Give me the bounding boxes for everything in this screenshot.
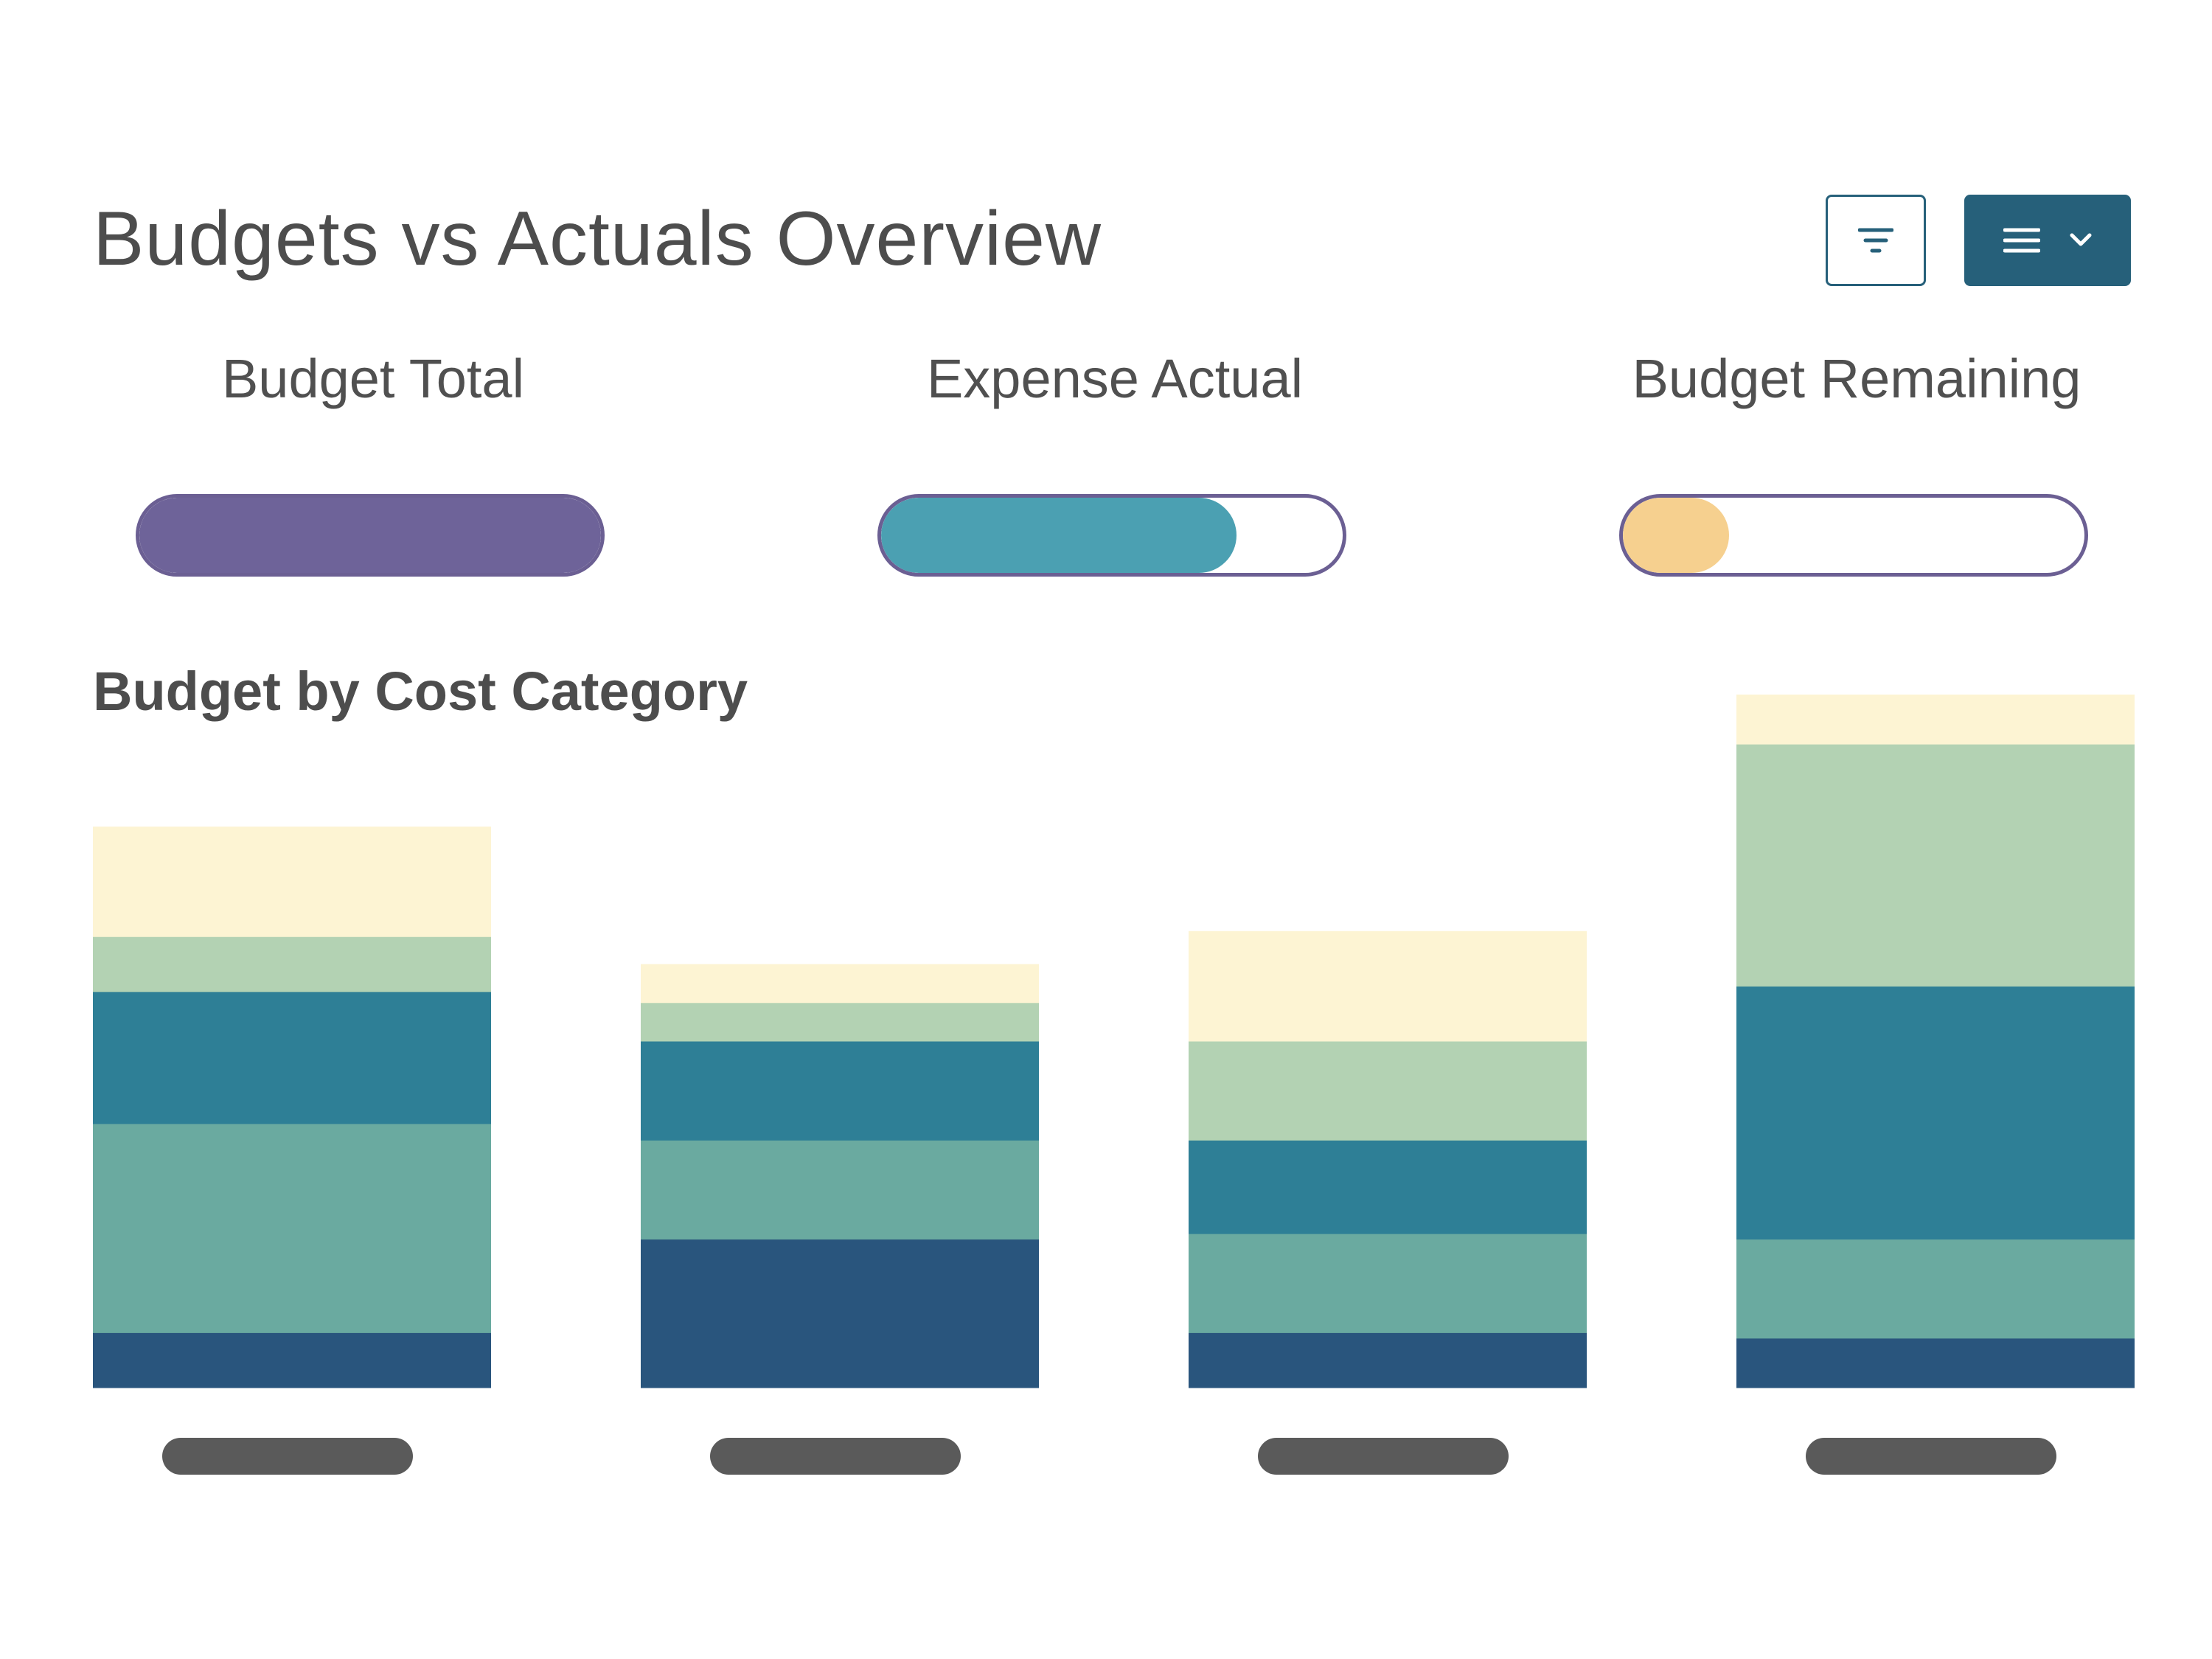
bar-segment-2-2[interactable]: [641, 1140, 1039, 1240]
kpi-progress-track: [877, 494, 1346, 577]
bar-segment-3-5[interactable]: [1189, 931, 1587, 1042]
kpi-progress-track: [1619, 494, 2088, 577]
bar-segment-2-4[interactable]: [641, 1002, 1039, 1042]
kpi-progress-fill: [139, 498, 601, 573]
page-title: Budgets vs Actuals Overview: [93, 196, 1102, 282]
kpi-expense-actual: Expense Actual: [872, 347, 1358, 577]
bar-segment-3-4[interactable]: [1189, 1041, 1587, 1141]
hamburger-menu-icon: [2003, 228, 2040, 253]
menu-dropdown-button[interactable]: [1964, 195, 2131, 286]
kpi-progress-fill: [1623, 498, 1729, 573]
bar-segment-2-1[interactable]: [641, 1239, 1039, 1388]
filter-button[interactable]: [1826, 195, 1926, 286]
bar-segment-4-4[interactable]: [1736, 744, 2135, 987]
bar-segment-1-2[interactable]: [93, 1123, 491, 1333]
kpi-label: Budget Remaining: [1632, 348, 2081, 409]
kpi-progress-track: [136, 494, 605, 577]
filter-icon: [1858, 228, 1893, 253]
bar-segment-1-1[interactable]: [93, 1332, 491, 1388]
section-title: Budget by Cost Category: [93, 661, 748, 722]
bar-segment-3-2[interactable]: [1189, 1234, 1587, 1333]
bar-segment-3-1[interactable]: [1189, 1332, 1587, 1388]
kpi-progress-fill: [881, 498, 1237, 573]
category-tick-label-4: [1806, 1438, 2056, 1475]
bar-segment-1-3[interactable]: [93, 991, 491, 1124]
bar-segment-2-5[interactable]: [641, 964, 1039, 1004]
kpi-label: Expense Actual: [926, 348, 1304, 409]
category-tick-label-2: [710, 1438, 961, 1475]
bar-segment-4-3[interactable]: [1736, 986, 2135, 1240]
category-tick-label-1: [162, 1438, 413, 1475]
chevron-down-icon: [2070, 233, 2092, 246]
bar-segment-1-5[interactable]: [93, 827, 491, 937]
kpi-budget-total: Budget Total: [130, 347, 616, 577]
bar-segment-4-5[interactable]: [1736, 695, 2135, 745]
bar-segment-2-3[interactable]: [641, 1041, 1039, 1141]
bar-segment-4-2[interactable]: [1736, 1239, 2135, 1339]
bar-segment-3-3[interactable]: [1189, 1140, 1587, 1234]
kpi-budget-remaining: Budget Remaining: [1613, 347, 2100, 577]
bar-segment-1-4[interactable]: [93, 936, 491, 992]
kpi-label: Budget Total: [221, 348, 525, 409]
bar-segment-4-1[interactable]: [1736, 1338, 2135, 1388]
category-tick-label-3: [1258, 1438, 1509, 1475]
